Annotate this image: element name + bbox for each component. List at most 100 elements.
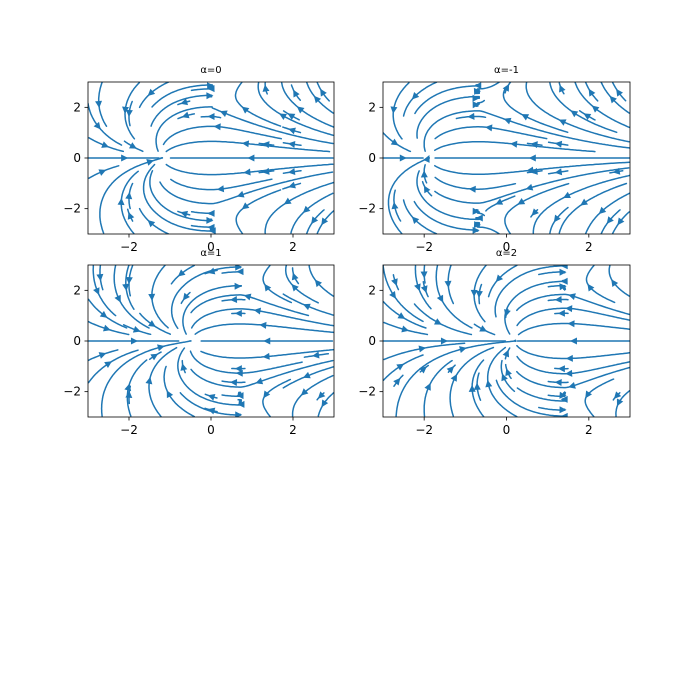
stream-arrow <box>557 309 565 317</box>
stream-arrow <box>473 382 481 390</box>
stream-arrow <box>122 283 130 292</box>
stream-arrow <box>262 141 270 149</box>
stream-arrow <box>434 318 442 325</box>
x-tick-label: 0 <box>207 240 215 254</box>
stream-arrow <box>101 141 110 148</box>
stream-arrow <box>206 216 214 224</box>
streamline <box>486 346 518 417</box>
stream-arrow <box>554 168 563 176</box>
stream-arrow <box>125 109 133 117</box>
stream-arrow <box>475 290 483 298</box>
streamplot-panel-1: −2 0 2 −2 0 2 α=-1 <box>358 65 631 254</box>
stream-arrow <box>485 379 493 388</box>
stream-arrow <box>397 312 406 319</box>
stream-arrow <box>420 170 428 178</box>
stream-arrow <box>287 113 296 120</box>
y-tick-label: 2 <box>368 100 376 114</box>
stream-arrow <box>243 293 252 301</box>
y-tick-label: 2 <box>73 100 81 114</box>
stream-arrow <box>95 100 103 109</box>
panel-title: α=0 <box>200 65 221 76</box>
stream-arrow <box>521 114 530 121</box>
stream-arrow <box>229 295 238 303</box>
stream-arrow <box>389 290 397 299</box>
stream-arrow <box>517 198 526 205</box>
panel-title: α=1 <box>200 248 221 259</box>
stream-arrow <box>291 272 299 281</box>
streamline <box>262 378 292 417</box>
stream-arrow <box>235 265 243 271</box>
stream-arrow <box>216 185 225 193</box>
stream-arrow <box>419 366 427 374</box>
stream-arrow <box>93 287 100 296</box>
stream-arrow <box>207 82 215 90</box>
stream-arrow <box>132 325 141 333</box>
stream-arrow <box>243 168 251 176</box>
x-tick-label: 2 <box>585 240 593 254</box>
streamline <box>138 207 170 234</box>
x-tick-label: −2 <box>415 423 433 437</box>
stream-arrow <box>207 209 215 217</box>
streamline <box>584 192 630 234</box>
stream-arrow <box>401 325 409 333</box>
stream-arrow <box>283 197 292 205</box>
y-tick-label: 0 <box>73 334 81 348</box>
y-tick-label: 2 <box>73 283 81 297</box>
stream-arrow <box>472 207 480 215</box>
stream-arrow <box>147 219 156 228</box>
stream-arrow <box>616 88 623 97</box>
streamline <box>516 355 630 375</box>
streamline <box>383 132 412 153</box>
streamlines <box>383 82 630 234</box>
streamline <box>170 266 242 330</box>
stream-arrow <box>241 106 250 114</box>
stream-arrow <box>241 202 250 210</box>
stream-arrow <box>236 392 244 400</box>
stream-arrow <box>446 366 455 374</box>
stream-arrow <box>560 412 568 417</box>
streamline <box>516 344 630 360</box>
stream-arrow <box>253 307 262 315</box>
streamlines <box>88 265 334 417</box>
stream-arrow <box>207 223 215 231</box>
stream-arrow <box>411 216 420 224</box>
stream-arrow <box>148 320 156 327</box>
stream-arrow <box>237 400 245 408</box>
stream-arrow <box>396 363 405 371</box>
streamline <box>290 192 334 234</box>
streamline <box>502 88 569 134</box>
stream-arrow <box>104 361 112 369</box>
stream-arrow <box>96 273 104 282</box>
stream-arrow <box>612 167 621 175</box>
stream-arrow <box>501 373 508 382</box>
stream-arrow <box>423 155 430 163</box>
streamline <box>284 265 319 304</box>
stream-arrow <box>530 141 538 149</box>
stream-arrow <box>554 379 562 387</box>
streamlines <box>383 265 630 417</box>
stream-arrow <box>502 83 510 92</box>
stream-arrow <box>440 337 448 345</box>
stream-arrow <box>472 226 480 234</box>
stream-arrow <box>495 274 504 283</box>
stream-arrow <box>236 190 245 198</box>
stream-arrow <box>475 214 483 222</box>
stream-arrow <box>234 365 242 373</box>
stream-arrow <box>391 278 398 287</box>
stream-arrow <box>558 119 567 126</box>
stream-arrow <box>157 344 165 352</box>
stream-arrow <box>531 208 539 216</box>
stream-arrow <box>314 279 322 288</box>
stream-arrow <box>570 110 579 118</box>
stream-arrow <box>472 101 480 109</box>
stream-arrow <box>560 277 568 285</box>
stream-arrow <box>99 310 108 318</box>
streamline <box>138 82 170 109</box>
streamline <box>392 82 410 140</box>
stream-arrow <box>591 105 600 113</box>
stream-arrow <box>560 395 568 403</box>
stream-arrow <box>320 88 327 97</box>
stream-arrow <box>207 393 216 401</box>
stream-arrow <box>568 293 576 301</box>
stream-arrow <box>207 113 215 121</box>
